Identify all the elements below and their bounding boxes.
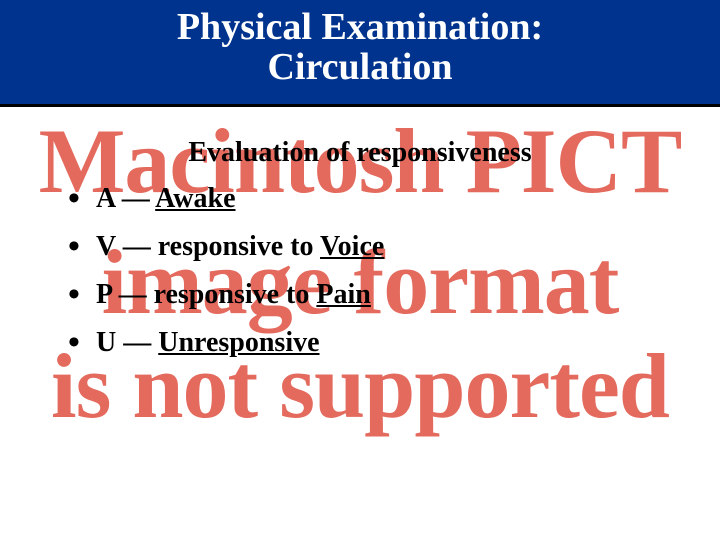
bullet-item: A — Awake <box>68 175 720 223</box>
bullet-letter: U <box>96 327 116 358</box>
bullet-sep: — <box>116 231 158 262</box>
bullet-sep: — <box>112 279 154 310</box>
bullet-item: V — responsive to Voice <box>68 223 720 271</box>
bullet-underlined: Pain <box>316 279 370 310</box>
bullet-item: U — Unresponsive <box>68 319 720 367</box>
bullet-underlined: Voice <box>320 231 384 262</box>
bullet-pre: responsive to <box>154 279 317 310</box>
bullet-pre: responsive to <box>158 231 320 262</box>
subtitle: Evaluation of responsiveness <box>0 137 720 169</box>
bullet-letter: A <box>96 183 115 214</box>
bullet-item: P — responsive to Pain <box>68 271 720 319</box>
slide-body: Evaluation of responsiveness A — Awake V… <box>0 107 720 367</box>
slide-title-line-2: Circulation <box>0 48 720 88</box>
bullet-list: A — Awake V — responsive to Voice P — re… <box>0 175 720 367</box>
slide-title-line-1: Physical Examination: <box>0 8 720 48</box>
bullet-sep: — <box>116 327 158 358</box>
bullet-underlined: Unresponsive <box>158 327 319 358</box>
slide-header: Physical Examination: Circulation <box>0 0 720 107</box>
bullet-letter: V <box>96 231 116 262</box>
bullet-letter: P <box>96 279 112 310</box>
bullet-sep: — <box>115 183 155 214</box>
bullet-underlined: Awake <box>155 183 235 214</box>
